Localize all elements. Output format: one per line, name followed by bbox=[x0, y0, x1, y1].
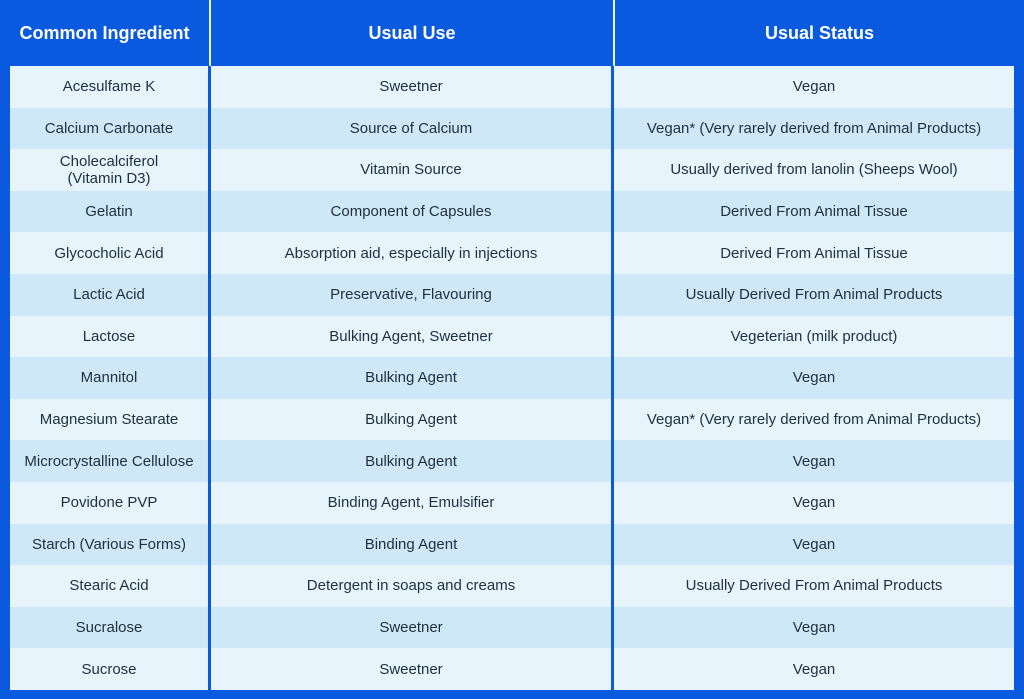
table-header: Common Ingredient Usual Use Usual Status bbox=[0, 0, 1024, 66]
table-row: Acesulfame K Sweetner Vegan bbox=[10, 66, 1014, 108]
cell-status: Vegan bbox=[611, 606, 1014, 649]
cell-status: Vegan bbox=[611, 440, 1014, 482]
cell-status: Usually Derived From Animal Products bbox=[611, 273, 1014, 316]
cell-use: Absorption aid, especially in injections bbox=[208, 232, 611, 274]
cell-status: Derived From Animal Tissue bbox=[611, 232, 1014, 274]
cell-status: Usually Derived From Animal Products bbox=[611, 565, 1014, 607]
cell-ingredient: Acesulfame K bbox=[62, 78, 156, 96]
table-row: Lactic Acid Preservative, Flavouring Usual… bbox=[10, 273, 1014, 316]
header-usual-status: Usual Status bbox=[613, 0, 1024, 66]
cell-status: Vegan* (Very rarely derived from Animal … bbox=[611, 398, 1014, 441]
cell-ingredient: Glycocholic Acid bbox=[54, 244, 164, 262]
cell-ingredient: Stearic Acid bbox=[69, 577, 149, 595]
cell-ingredient: Povidone PVP bbox=[60, 494, 158, 512]
cell-ingredient: Lactic Acid bbox=[73, 286, 145, 304]
cell-use: Bulking Agent, Sweetner bbox=[208, 315, 611, 358]
table-row: Gelatin Component of Capsules Derived From… bbox=[10, 190, 1014, 233]
cell-status: Derived From Animal Tissue bbox=[611, 190, 1014, 233]
table-body: Acesulfame K Sweetner Vegan Calcium Carbona… bbox=[10, 66, 1014, 690]
cell-ingredient: Calcium Carbonate bbox=[44, 119, 174, 137]
cell-use: Bulking Agent bbox=[208, 398, 611, 441]
cell-ingredient: Mannitol bbox=[80, 369, 138, 387]
table-row: Sucralose Sweetner Vegan bbox=[10, 606, 1014, 649]
cell-status: Vegan bbox=[611, 66, 1014, 108]
table-row: Glycocholic Acid Absorption aid, especial… bbox=[10, 232, 1014, 274]
cell-use: Sweetner bbox=[208, 66, 611, 108]
cell-use: Component of Capsules bbox=[208, 190, 611, 233]
cell-ingredient: Magnesium Stearate bbox=[39, 411, 179, 429]
cell-ingredient: Gelatin bbox=[85, 203, 133, 221]
table-row: Starch (Various Forms) Binding Agent Vegan bbox=[10, 523, 1014, 566]
cell-status: Vegan* (Very rarely derived from Animal … bbox=[611, 107, 1014, 150]
cell-status: Vegan bbox=[611, 357, 1014, 399]
cell-status: Vegeterian (milk product) bbox=[611, 315, 1014, 358]
table-row: Magnesium Stearate Bulking Agent Vegan* (V… bbox=[10, 398, 1014, 441]
cell-status: Vegan bbox=[611, 648, 1014, 690]
cell-use: Binding Agent bbox=[208, 523, 611, 566]
table-row: Povidone PVP Binding Agent, Emulsifier Veg… bbox=[10, 481, 1014, 524]
cell-ingredient: Starch (Various Forms) bbox=[32, 535, 186, 553]
cell-ingredient: Cholecalciferol (Vitamin D3) bbox=[59, 152, 159, 187]
table-row: Cholecalciferol (Vitamin D3) Vitamin Sour… bbox=[10, 149, 1014, 191]
cell-use: Sweetner bbox=[208, 648, 611, 690]
cell-use: Vitamin Source bbox=[208, 149, 611, 191]
cell-use: Bulking Agent bbox=[208, 440, 611, 482]
header-common-ingredient: Common Ingredient bbox=[19, 22, 190, 43]
cell-status: Vegan bbox=[611, 481, 1014, 524]
table-row: Microcrystalline Cellulose Bulking Agent V… bbox=[10, 440, 1014, 482]
cell-use: Preservative, Flavouring bbox=[208, 273, 611, 316]
cell-use: Sweetner bbox=[208, 606, 611, 649]
header-usual-use: Usual Use bbox=[209, 0, 613, 66]
cell-ingredient: Microcrystalline Cellulose bbox=[24, 452, 194, 470]
table-row: Stearic Acid Detergent in soaps and cream… bbox=[10, 565, 1014, 607]
cell-ingredient: Lactose bbox=[82, 327, 136, 345]
cell-use: Binding Agent, Emulsifier bbox=[208, 481, 611, 524]
cell-use: Detergent in soaps and creams bbox=[208, 565, 611, 607]
cell-use: Bulking Agent bbox=[208, 357, 611, 399]
cell-ingredient: Sucralose bbox=[75, 619, 143, 637]
table-row: Calcium Carbonate Source of Calcium Vegan*… bbox=[10, 107, 1014, 150]
cell-status: Usually derived from lanolin (Sheeps Woo… bbox=[611, 149, 1014, 191]
cell-status: Vegan bbox=[611, 523, 1014, 566]
table-row: Lactose Bulking Agent, Sweetner Vegeterian… bbox=[10, 315, 1014, 358]
table-row: Sucrose Sweetner Vegan bbox=[10, 648, 1014, 690]
cell-ingredient: Sucrose bbox=[81, 660, 137, 678]
table-row: Mannitol Bulking Agent Vegan bbox=[10, 357, 1014, 399]
cell-use: Source of Calcium bbox=[208, 107, 611, 150]
